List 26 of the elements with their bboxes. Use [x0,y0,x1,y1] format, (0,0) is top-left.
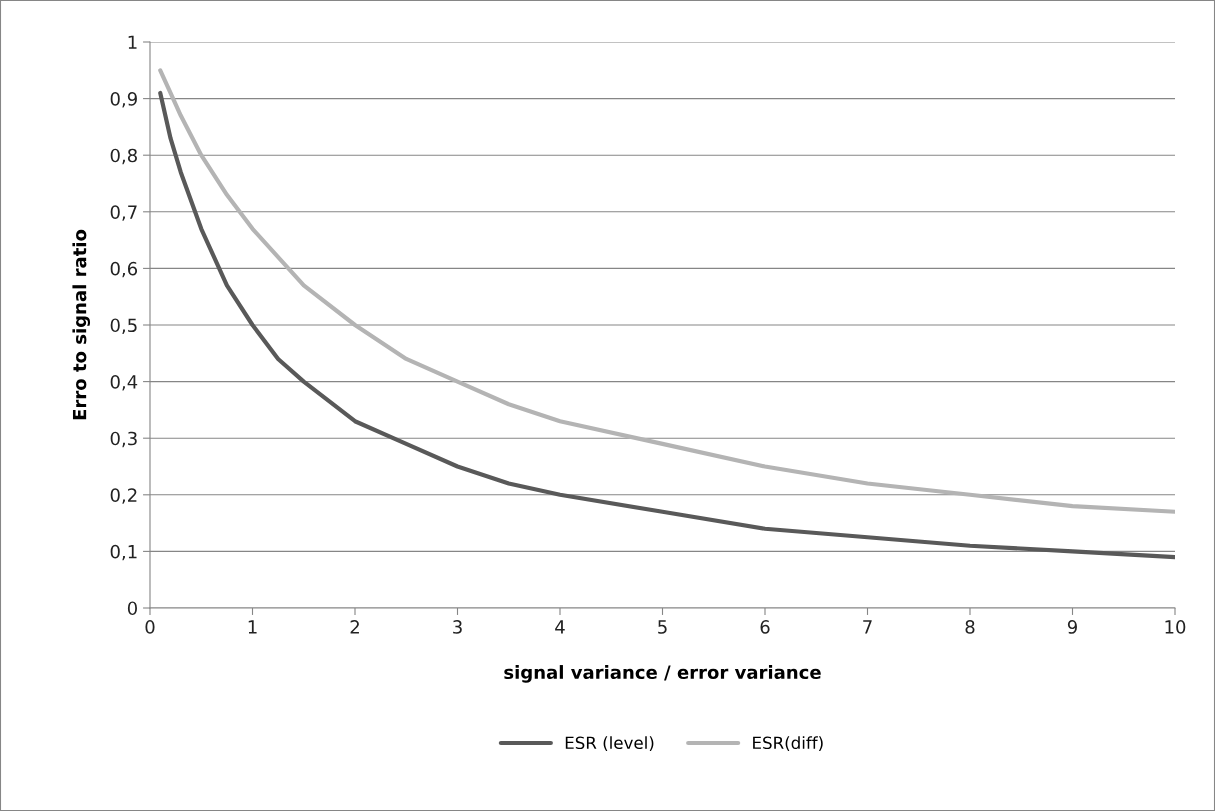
x-axis-title: signal variance / error variance [504,665,821,683]
y-tick-label: 0,6 [110,261,138,278]
y-tick-label: 0,9 [110,92,137,108]
y-tick-label: 0,2 [110,488,137,504]
y-tick-label: 0 [127,601,137,616]
x-tick-label: 4 [555,620,565,634]
y-axis-title: Erro to signal ratio [72,229,91,420]
x-tick-label: 3 [453,620,462,634]
x-tick-label: 10 [1165,620,1186,634]
y-tick-label: 0,3 [110,431,137,448]
y-tick-label: 0,4 [110,375,138,391]
x-tick-label: 1 [248,620,257,634]
x-tick-label: 6 [760,620,770,634]
y-tick-label: 0,1 [110,544,137,561]
x-tick-label: 0 [145,620,155,634]
legend-label: ESR(diff) [753,736,823,752]
x-tick-label: 8 [965,620,975,634]
x-tick-label: 9 [1067,620,1077,634]
x-tick-label: 5 [658,620,667,634]
y-tick-label: 0,7 [110,205,137,221]
x-tick-label: 7 [863,620,872,634]
y-tick-label: 1 [128,35,137,49]
legend-label: ESR (level) [565,736,654,752]
y-tick-label: 0,8 [110,148,137,165]
x-tick-label: 2 [350,620,359,634]
y-tick-label: 0,5 [110,318,137,334]
